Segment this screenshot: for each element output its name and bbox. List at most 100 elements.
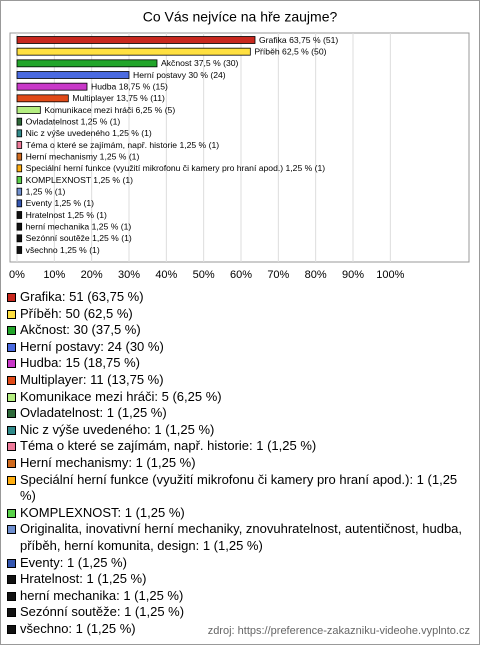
legend-swatch — [7, 375, 16, 385]
bar — [16, 234, 23, 243]
legend-swatch — [7, 591, 16, 601]
legend-item: Komunikace mezi hráči: 5 (6,25 %) — [7, 389, 469, 406]
legend-swatch — [7, 293, 16, 302]
bar-label: Sezónní soutěže 1,25 % (1) — [26, 233, 132, 243]
legend-item: Speciální herní funkce (využití mikrofon… — [7, 472, 469, 505]
bar — [16, 164, 23, 173]
legend-item: Ovladatelnost: 1 (1,25 %) — [7, 405, 469, 422]
legend-text: Herní postavy: 24 (30 %) — [20, 338, 164, 354]
bar — [16, 47, 251, 56]
bar-label: Eventy 1,25 % (1) — [26, 198, 94, 208]
legend-text: Originalita, inovativní herní mechaniky,… — [20, 521, 463, 553]
legend-item: Sezónní soutěže: 1 (1,25 %) — [7, 604, 469, 621]
bar-label: Herní mechanismy 1,25 % (1) — [26, 151, 140, 161]
legend-text: herní mechanika: 1 (1,25 %) — [20, 587, 184, 603]
legend-item: Eventy: 1 (1,25 %) — [7, 555, 469, 572]
x-tick-label: 20% — [81, 269, 103, 281]
x-tick-label: 10% — [43, 269, 65, 281]
legend-swatch — [7, 392, 16, 402]
bar-label: Grafika 63,75 % (51) — [259, 35, 338, 45]
x-tick-label: 100% — [376, 269, 404, 281]
legend-item: Nic z výše uvedeného: 1 (1,25 %) — [7, 422, 469, 439]
legend-item: Akčnost: 30 (37,5 %) — [7, 322, 469, 339]
x-tick-label: 80% — [305, 269, 327, 281]
bar-label: Herní postavy 30 % (24) — [133, 70, 226, 80]
x-tick-label: 30% — [118, 269, 140, 281]
bar — [16, 94, 69, 103]
legend-swatch — [7, 508, 16, 518]
legend-item: Herní mechanismy: 1 (1,25 %) — [7, 455, 469, 472]
bar-label: Ovladatelnost 1,25 % (1) — [26, 116, 121, 126]
bar — [16, 211, 23, 219]
legend-text: Eventy: 1 (1,25 %) — [20, 554, 127, 570]
bar-label: Komunikace mezi hráči 6,25 % (5) — [44, 105, 175, 115]
bar — [16, 36, 256, 44]
legend-swatch — [7, 326, 16, 336]
bar — [16, 141, 23, 149]
legend-item: Grafika: 51 (63,75 %) — [7, 289, 469, 306]
legend-text: Hratelnost: 1 (1,25 %) — [20, 571, 147, 587]
bar-label: všechno 1,25 % (1) — [26, 245, 100, 255]
legend-item: Hratelnost: 1 (1,25 %) — [7, 571, 469, 588]
legend-swatch — [7, 558, 16, 568]
legend-swatch — [7, 359, 16, 369]
bar-label: Hudba 18,75 % (15) — [91, 81, 168, 91]
legend-item: Multiplayer: 11 (13,75 %) — [7, 372, 469, 389]
x-tick-label: 90% — [342, 269, 364, 281]
legend-text: Příběh: 50 (62,5 %) — [20, 305, 133, 321]
legend-swatch — [7, 624, 16, 634]
x-tick-label: 70% — [267, 269, 289, 281]
bar-label: Nic z výše uvedeného 1,25 % (1) — [26, 128, 152, 138]
bar-label: Akčnost 37,5 % (30) — [161, 58, 239, 68]
bar — [16, 129, 23, 138]
legend-swatch — [7, 442, 16, 452]
chart-title: Co Vás nejvíce na hře zaujme? — [143, 9, 338, 25]
legend-item: Hudba: 15 (18,75 %) — [7, 355, 469, 372]
legend-swatch — [7, 425, 16, 435]
legend-text: Nic z výše uvedeného: 1 (1,25 %) — [20, 421, 215, 437]
legend-text: Multiplayer: 11 (13,75 %) — [20, 371, 164, 387]
legend: Grafika: 51 (63,75 %) Příběh: 50 (62,5 %)… — [7, 289, 469, 637]
bar-label: Téma o které se zajímám, např. historie … — [26, 140, 220, 150]
bar — [16, 222, 23, 231]
legend-swatch — [7, 575, 16, 585]
legend-swatch — [7, 525, 16, 535]
bar — [16, 82, 88, 91]
legend-text: Speciální herní funkce (využití mikrofon… — [20, 471, 458, 504]
bar — [16, 199, 23, 208]
legend-swatch — [7, 342, 16, 352]
legend-text: Akčnost: 30 (37,5 %) — [20, 322, 141, 338]
bar — [16, 106, 41, 114]
legend-text: Sezónní soutěže: 1 (1,25 %) — [20, 604, 185, 620]
bar — [16, 71, 130, 79]
legend-text: Komunikace mezi hráči: 5 (6,25 %) — [20, 388, 222, 404]
chart: Co Vás nejvíce na hře zaujme? 0% 10% 20% 30… — [9, 9, 470, 281]
bar-label: Příběh 62,5 % (50) — [254, 46, 326, 56]
legend-item: herní mechanika: 1 (1,25 %) — [7, 588, 469, 605]
legend-text: Herní mechanismy: 1 (1,25 %) — [20, 454, 196, 470]
x-tick-label: 50% — [193, 269, 215, 281]
legend-item: Herní postavy: 24 (30 %) — [7, 339, 469, 356]
bar — [16, 176, 23, 184]
bar-label: Hratelnost 1,25 % (1) — [26, 210, 107, 220]
legend-swatch — [7, 309, 16, 319]
legend-item: Příběh: 50 (62,5 %) — [7, 306, 469, 323]
bar — [16, 152, 23, 161]
legend-item: Originalita, inovativní herní mechaniky,… — [7, 521, 469, 554]
x-tick-label: 0% — [9, 269, 25, 281]
legend-item: všechno: 1 (1,25 %) — [7, 621, 469, 638]
legend-text: KOMPLEXNOST: 1 (1,25 %) — [20, 504, 185, 520]
x-tick-label: 40% — [155, 269, 177, 281]
legend-text: Grafika: 51 (63,75 %) — [20, 289, 144, 304]
bar — [16, 117, 23, 126]
bar — [16, 246, 23, 254]
x-tick-label: 60% — [230, 269, 252, 281]
legend-swatch — [7, 608, 16, 618]
legend-swatch — [7, 409, 16, 419]
source: zdroj: https://preference-zakazniku-vide… — [207, 625, 470, 637]
bar-label: herní mechanika 1,25 % (1) — [26, 221, 132, 231]
legend-item: Téma o které se zajímám, např. historie:… — [7, 438, 469, 455]
legend-text: Téma o které se zajímám, např. historie:… — [20, 438, 317, 454]
bar-label: Multiplayer 13,75 % (11) — [72, 93, 165, 103]
legend-item: KOMPLEXNOST: 1 (1,25 %) — [7, 505, 469, 522]
